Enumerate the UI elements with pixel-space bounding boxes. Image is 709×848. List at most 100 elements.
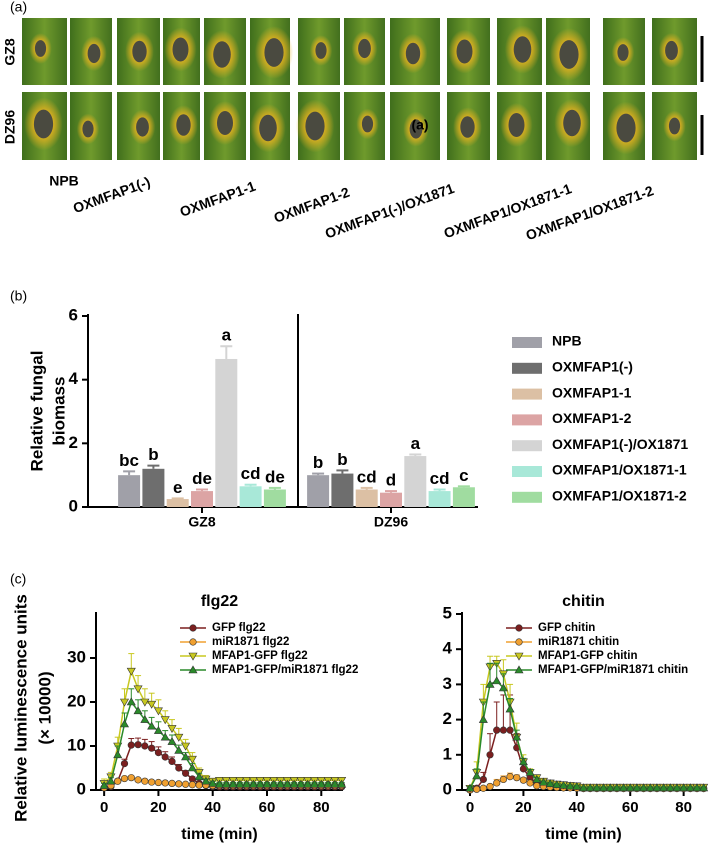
marker (679, 783, 689, 792)
bar (118, 475, 141, 507)
lesion (513, 36, 532, 63)
marker (289, 779, 299, 788)
y-tick-label: 3 (443, 674, 452, 693)
marker (134, 776, 142, 784)
marker (672, 783, 682, 792)
x-axis-label: time (min) (545, 826, 621, 843)
significance-letter: cd (430, 469, 450, 488)
significance-letter: b (313, 453, 323, 472)
marker (141, 777, 149, 785)
marker (174, 745, 184, 754)
marker (140, 714, 150, 723)
marker (119, 719, 130, 728)
lesion (264, 38, 284, 67)
marker (309, 779, 320, 788)
marker (276, 779, 286, 788)
y-axis-label: Relative fungal (27, 351, 46, 472)
legend-label: OXMFAP1/OX1871-1 (552, 462, 687, 478)
y-tick-label: 10 (67, 735, 86, 754)
marker (194, 772, 204, 781)
marker (114, 777, 122, 785)
bar (166, 499, 189, 507)
marker (632, 783, 642, 792)
legend-label: MFAP1-GFP chitin (538, 650, 637, 662)
marker (499, 726, 507, 734)
panel-label: (a) (10, 0, 27, 15)
marker (619, 783, 629, 792)
significance-letter: e (173, 478, 182, 497)
marker (126, 667, 136, 676)
marker (699, 783, 709, 792)
error-bar (171, 497, 184, 500)
lesion (33, 109, 54, 139)
y-tick-label: 5 (443, 603, 452, 622)
marker (486, 782, 494, 791)
x-tick-label: DZ96 (374, 514, 408, 530)
legend-swatch (512, 362, 542, 374)
significance-letter: de (192, 469, 212, 488)
lesion (358, 38, 371, 59)
marker (187, 763, 197, 772)
bar (428, 491, 451, 507)
legend-label: MFAP1-GFP/miR1871 flg22 (212, 664, 358, 676)
marker (685, 783, 695, 792)
panel-label: (b) (10, 288, 27, 304)
y-tick-label: 2 (69, 433, 78, 452)
marker (478, 714, 488, 723)
legend-label: MFAP1-GFP flg22 (212, 650, 308, 662)
lesion (176, 114, 191, 136)
marker (493, 779, 501, 787)
marker (242, 779, 252, 788)
marker (181, 752, 191, 761)
y-tick-label: 2 (443, 709, 452, 728)
legend-label: OXMFAP1(-)/OX1871 (552, 436, 688, 452)
marker (519, 776, 528, 784)
marker (532, 774, 542, 783)
marker (120, 759, 129, 768)
bar (380, 492, 402, 507)
marker (485, 679, 495, 688)
marker (337, 779, 347, 788)
error-bar (409, 453, 422, 457)
bar (307, 475, 330, 507)
legend-label: GFP chitin (538, 622, 595, 634)
x-tick-label: 60 (259, 799, 276, 816)
significance-letter: cd (357, 467, 377, 486)
legend-label: MFAP1-GFP/miR1871 chitin (538, 664, 688, 676)
marker (134, 741, 142, 749)
bar (263, 489, 286, 507)
marker (612, 783, 622, 792)
marker (605, 783, 615, 792)
error-bar (123, 470, 136, 476)
marker (189, 638, 197, 646)
marker (323, 779, 333, 788)
marker (514, 665, 524, 674)
legend-label: GFP flg22 (212, 622, 265, 634)
y-tick-label: 4 (443, 639, 453, 658)
bar (215, 358, 238, 507)
marker (585, 783, 595, 792)
error-bar (493, 701, 500, 731)
significance-letter: a (222, 326, 232, 345)
legend-swatch (512, 337, 542, 348)
marker (174, 733, 184, 742)
marker (465, 783, 475, 792)
marker (235, 779, 245, 788)
genotype-label: NPB (49, 173, 79, 189)
lesion (259, 114, 277, 142)
legend-swatch (512, 491, 542, 503)
marker (189, 624, 197, 632)
marker (506, 726, 514, 734)
lesion (616, 113, 636, 143)
marker (492, 676, 502, 685)
lesion (34, 40, 47, 57)
marker (248, 779, 258, 788)
marker (565, 781, 575, 790)
marker (316, 779, 326, 788)
x-axis-label: time (min) (181, 826, 257, 843)
marker (167, 725, 177, 734)
marker (262, 779, 272, 788)
bar (452, 487, 475, 507)
marker (120, 774, 129, 783)
